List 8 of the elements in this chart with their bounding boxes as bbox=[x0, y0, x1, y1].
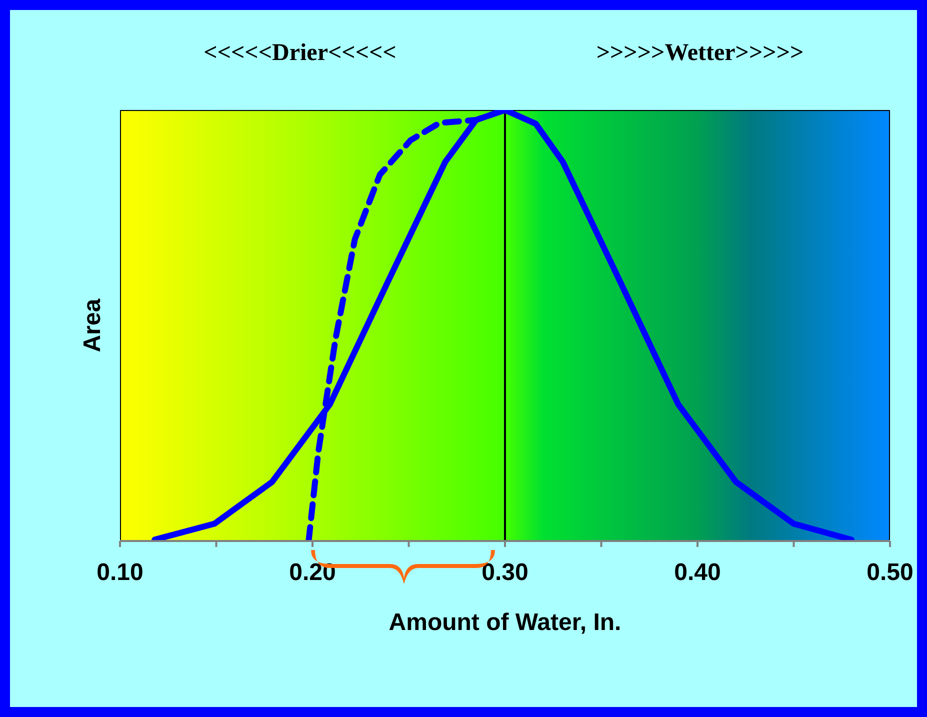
x-tick-label: 0.40 bbox=[674, 559, 721, 586]
text: <<<<<Drier<<<<< bbox=[202, 40, 398, 67]
x-tick-label: 0.10 bbox=[96, 559, 144, 586]
x-tick-label: 0.50 bbox=[866, 559, 914, 586]
text: >>>>>Wetter>>>>> bbox=[595, 40, 805, 67]
x-tick-label: 0.30 bbox=[482, 559, 528, 586]
x-axis-title: Amount of Water, In. bbox=[388, 609, 622, 636]
y-axis-title: Area bbox=[79, 298, 106, 352]
